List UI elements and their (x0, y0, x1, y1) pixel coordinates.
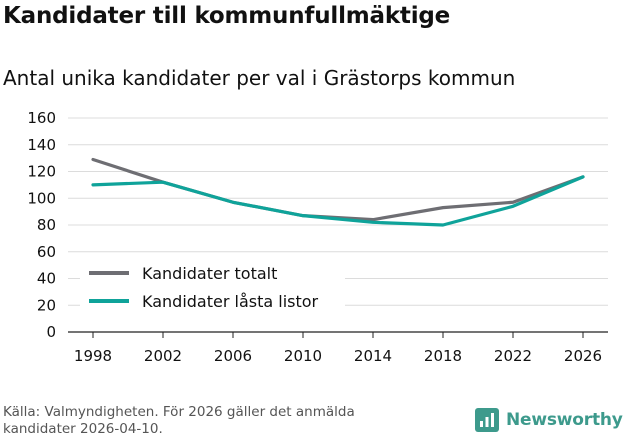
x-tick-label: 2006 (214, 347, 252, 365)
line-chart: 0 20 40 60 80 100 120 140 160 1998 2002 2006 2010 20… (27, 109, 608, 365)
x-tick-label: 2018 (424, 347, 462, 365)
y-tick-label: 40 (37, 270, 56, 288)
brand-name: Newsworthy (506, 410, 623, 430)
chart-subtitle: Antal unika kandidater per val i Grästor… (3, 66, 516, 90)
x-tick-label: 2014 (354, 347, 392, 365)
legend-background (80, 259, 345, 317)
newsworthy-logo-icon (475, 408, 499, 432)
source-note: Källa: Valmyndigheten. För 2026 gäller d… (3, 404, 355, 437)
x-tick-label: 2010 (284, 347, 322, 365)
newsworthy-logo: Newsworthy (475, 408, 623, 432)
y-tick-label: 100 (27, 189, 56, 207)
series-line-1 (91, 175, 585, 227)
legend-label-lasta-listor: Kandidater låsta listor (142, 292, 319, 311)
y-axis-ticks: 0 20 40 60 80 100 120 140 160 (27, 109, 56, 341)
grid-lines (68, 117, 608, 333)
series-line-0 (91, 157, 585, 222)
y-tick-label: 80 (37, 216, 56, 234)
y-tick-label: 140 (27, 136, 56, 154)
chart-title: Kandidater till kommunfullmäktige (3, 3, 451, 29)
x-tick-label: 1998 (74, 347, 112, 365)
y-tick-label: 0 (46, 323, 56, 341)
y-tick-label: 160 (27, 109, 56, 127)
legend-label-totalt: Kandidater totalt (142, 264, 277, 283)
x-tick-label: 2026 (564, 347, 602, 365)
y-tick-label: 120 (27, 163, 56, 181)
x-tick-label: 2002 (144, 347, 182, 365)
legend: Kandidater totalt Kandidater låsta listo… (80, 259, 345, 317)
y-tick-label: 60 (37, 243, 56, 261)
x-axis-ticks: 1998 2002 2006 2010 2014 2018 2022 2026 (74, 332, 602, 365)
y-tick-label: 20 (37, 296, 56, 314)
series-lines (91, 157, 585, 227)
x-tick-label: 2022 (494, 347, 532, 365)
